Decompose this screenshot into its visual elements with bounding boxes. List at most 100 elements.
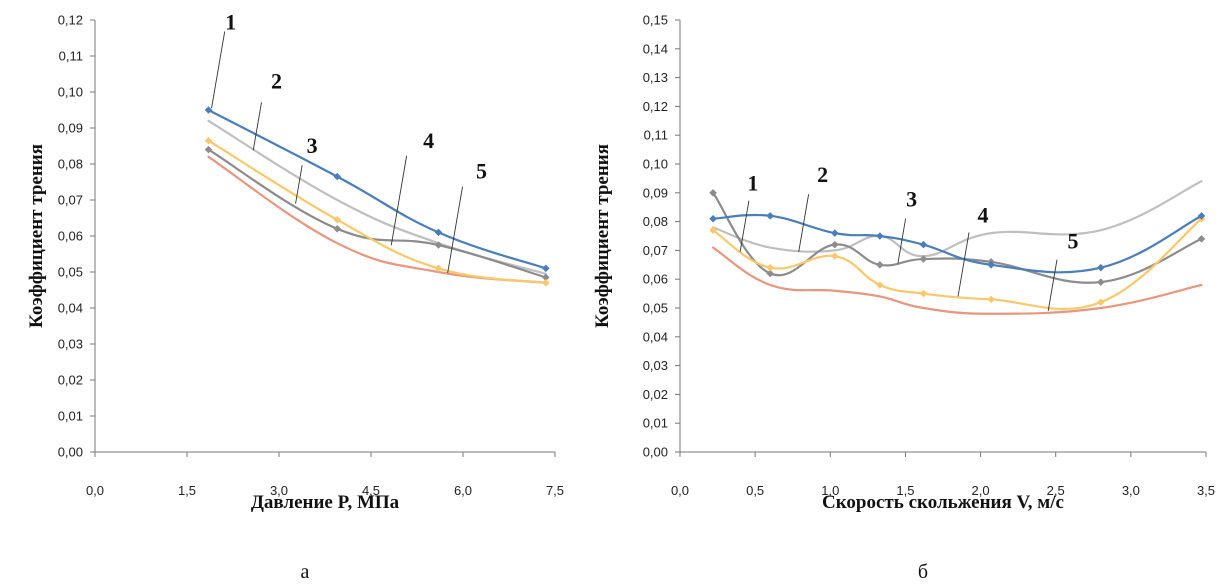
series-3-point (333, 225, 342, 233)
y-axis-label: Коэффициент трения (592, 144, 613, 328)
series-4-point (204, 136, 213, 145)
series-1-point (919, 240, 928, 249)
series-3-number-label: 3 (906, 187, 917, 212)
x-tick-label: 1,0 (821, 483, 839, 498)
series-1-point (204, 106, 213, 114)
x-axis-label: Давление P, МПа (251, 492, 400, 513)
series-3-point (1097, 278, 1105, 286)
series-3-point (831, 240, 839, 249)
series-1-number-label: 1 (225, 9, 236, 34)
series-4-point (831, 252, 839, 260)
y-tick-label: 0,05 (643, 301, 668, 316)
y-tick-label: 0,08 (643, 214, 668, 229)
series-1-point (434, 228, 443, 237)
series-3-point (434, 241, 443, 249)
y-tick-label: 0,04 (58, 301, 83, 316)
y-tick-label: 0,01 (58, 409, 83, 424)
series-5-line (711, 246, 1203, 315)
x-tick-label: 7,5 (546, 483, 564, 498)
y-tick-label: 0,05 (58, 265, 83, 280)
series-1-point (542, 264, 550, 273)
series-1-point (333, 172, 342, 181)
series-1-point (1097, 263, 1105, 272)
series-3-leader-line (295, 165, 303, 204)
y-tick-label: 0,14 (643, 41, 668, 56)
y-tick-label: 0,02 (58, 373, 83, 388)
x-tick-label: 4,5 (362, 483, 380, 498)
series-1-leader-line (211, 31, 226, 109)
y-tick-label: 0,11 (644, 128, 668, 143)
x-axis-label: Скорость скольжения V, м/с (822, 492, 1064, 513)
series-3-number-label: 3 (307, 133, 318, 158)
y-axis-label: Коэффициент трения (26, 144, 47, 328)
series-3-point (876, 261, 884, 269)
y-tick-label: 0,07 (643, 243, 668, 258)
series-4-point (766, 263, 774, 272)
x-tick-label: 1,5 (896, 483, 914, 498)
y-tick-label: 0,01 (643, 416, 668, 431)
series-4-point (876, 281, 884, 289)
y-tick-label: 0,13 (643, 70, 668, 85)
series-3-point (919, 255, 928, 263)
y-tick-label: 0,12 (643, 99, 668, 114)
x-tick-label: 2,5 (1047, 483, 1065, 498)
series-1-point (987, 261, 995, 269)
series-3-line (207, 148, 547, 279)
x-tick-label: 3,0 (1122, 483, 1140, 498)
series-1-point (831, 229, 839, 237)
series-5-leader-line (1047, 259, 1058, 311)
series-1-point (876, 232, 884, 240)
series-3-point (766, 269, 774, 278)
chart-a: 0,000,010,020,030,040,050,060,070,080,09… (26, 9, 564, 583)
y-tick-label: 0,00 (643, 445, 668, 460)
series-3-leader-line (897, 218, 907, 264)
y-tick-label: 0,08 (58, 157, 83, 172)
series-1-leader-line (739, 200, 750, 252)
series-3-line (711, 191, 1203, 284)
series-3-point (1197, 235, 1206, 243)
series-5-leader-line (447, 186, 463, 274)
y-tick-label: 0,12 (58, 13, 83, 28)
y-tick-label: 0,10 (58, 85, 83, 100)
y-tick-label: 0,06 (58, 229, 83, 244)
series-2-line (711, 180, 1203, 258)
y-tick-label: 0,03 (58, 337, 83, 352)
series-4-point (919, 289, 928, 298)
chart-caption: б (918, 561, 928, 583)
series-1-line (207, 108, 547, 270)
series-4-number-label: 4 (978, 202, 989, 227)
chart-caption: а (301, 561, 310, 583)
series-3-point (204, 145, 213, 154)
y-tick-label: 0,09 (58, 121, 83, 136)
y-tick-label: 0,15 (643, 13, 668, 28)
x-tick-label: 3,0 (270, 483, 288, 498)
series-4-line (207, 139, 547, 284)
series-4-leader-line (957, 232, 970, 297)
series-4-number-label: 4 (423, 128, 434, 153)
series-4-point (434, 264, 443, 273)
chart-b: 0,000,010,020,030,040,050,060,070,080,09… (592, 13, 1215, 584)
y-tick-label: 0,07 (58, 193, 83, 208)
series-4-point (1097, 298, 1105, 307)
y-tick-label: 0,04 (643, 329, 668, 344)
series-1-point (709, 214, 717, 223)
y-tick-label: 0,10 (643, 157, 668, 172)
x-tick-label: 0,5 (746, 483, 764, 498)
series-4-leader-line (390, 155, 408, 246)
series-1-point (1197, 212, 1206, 220)
series-2-leader-line (798, 194, 810, 252)
x-tick-label: 0,0 (671, 483, 689, 498)
x-tick-label: 0,0 (86, 483, 104, 498)
series-5-number-label: 5 (476, 159, 487, 184)
y-tick-label: 0,02 (643, 387, 668, 402)
series-2-number-label: 2 (271, 68, 282, 93)
series-1-point (766, 212, 774, 220)
series-2-leader-line (252, 102, 262, 151)
y-tick-label: 0,11 (59, 49, 83, 64)
series-4-point (709, 226, 717, 235)
y-tick-label: 0,03 (643, 358, 668, 373)
y-tick-label: 0,09 (643, 185, 668, 200)
series-2-number-label: 2 (817, 162, 828, 187)
x-tick-label: 1,5 (178, 483, 196, 498)
y-tick-label: 0,06 (643, 272, 668, 287)
